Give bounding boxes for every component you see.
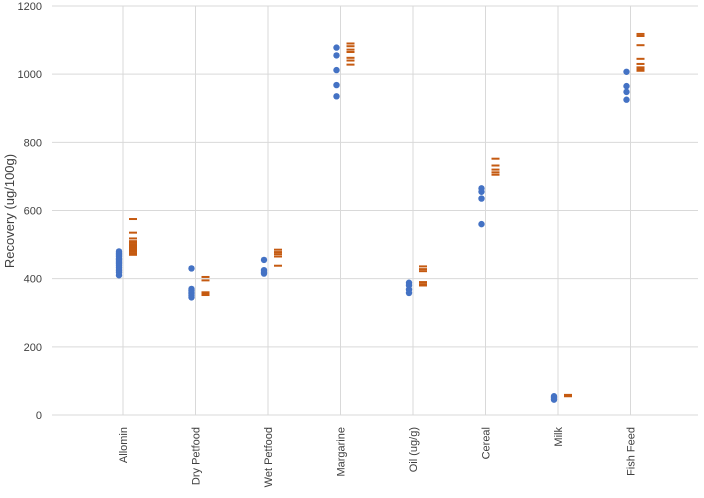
series-2-point [636,32,645,35]
series-2-point [346,63,355,66]
series-2-point [129,243,137,246]
series-2-point [274,248,282,251]
series-1-point [623,88,630,96]
series-2-point [129,240,137,243]
series-1-point [478,220,485,228]
series-1-point [333,66,340,74]
series-2-point [491,173,500,176]
series-1-point [405,279,413,286]
series-1-point [188,285,195,293]
x-tick-label: Fish Feed [626,427,638,476]
series-1-point [333,93,340,100]
series-2-point [419,283,427,286]
x-tick-label: Allomin [118,427,130,463]
series-2-point [346,59,355,62]
series-2-point [274,253,282,256]
x-tick-label: Cereal [481,427,493,459]
series-2-point [419,265,427,268]
series-2-point [129,250,137,253]
series-1-point [260,256,268,264]
series-1-point [623,68,630,75]
series-1-point [478,195,485,202]
x-tick-label: Milk [553,427,565,447]
series-2-point [129,246,137,249]
series-1-point [333,52,340,59]
x-tick-labels: Allomin Dry Petfood Wet Petfood Margarine Oi… [118,427,638,488]
y-tick-label: 1200 [18,1,42,13]
series-2-point [491,171,500,174]
y-tick-label: 800 [24,137,42,149]
series-1-point [550,393,558,400]
series-2-point [636,66,645,69]
data-points [115,32,645,403]
series-2-point [201,291,210,294]
series-1-point [623,96,630,103]
y-axis-label: Recovery (ug/100g) [2,154,17,268]
series-2-point [636,62,645,65]
series-2-point [346,51,355,54]
x-tick-label: Wet Petfood [263,427,275,487]
series-2-point [564,393,572,396]
y-tick-label: 0 [36,410,42,422]
series-2-point [129,245,137,248]
y-tick-label: 200 [24,342,42,354]
series-2-point [419,268,427,271]
series-2-point [636,57,645,60]
series-1-point [333,44,340,51]
x-tick-label: Margarine [336,427,348,477]
series-2-point [129,237,137,240]
series-2-point [346,45,355,48]
series-2-point [201,294,210,297]
series-1-point [623,82,630,90]
series-1-point [188,265,195,272]
series-2-point [636,44,645,47]
y-tick-label: 400 [24,274,42,286]
series-2-point [129,231,137,234]
series-2-point [129,252,137,255]
series-1-point [333,81,340,89]
series-1-point [478,185,485,192]
y-tick-label: 600 [24,206,42,218]
y-tick-label: 1000 [18,69,42,81]
series-2-point [201,275,210,278]
series-2-point [419,270,427,273]
series-2-point [346,56,355,59]
series-2-point [491,168,500,171]
series-2-point [346,48,355,51]
series-2-point [129,241,137,244]
x-tick-label: Dry Petfood [191,427,203,485]
x-tick-label: Oil (ug/g) [408,427,420,472]
series-2-point [274,264,282,267]
series-2-point [129,248,137,251]
y-tick-labels: 0 200 400 600 800 1000 1200 [18,1,42,422]
series-2-point [636,68,645,71]
series-2-point [274,251,282,254]
series-2-point [491,157,500,160]
series-2-point [636,69,645,72]
series-2-point [419,281,427,284]
series-2-point [129,253,137,256]
series-2-point [346,42,355,45]
series-2-point [129,218,137,221]
series-2-point [491,164,500,167]
grid-layer [52,5,698,416]
series-2-point [201,279,210,282]
series-2-point [636,34,645,37]
series-2-point [274,255,282,258]
series-2-point [201,292,210,295]
series-2-point [419,284,427,287]
series-1-point [115,248,123,255]
series-1-point [260,266,268,274]
